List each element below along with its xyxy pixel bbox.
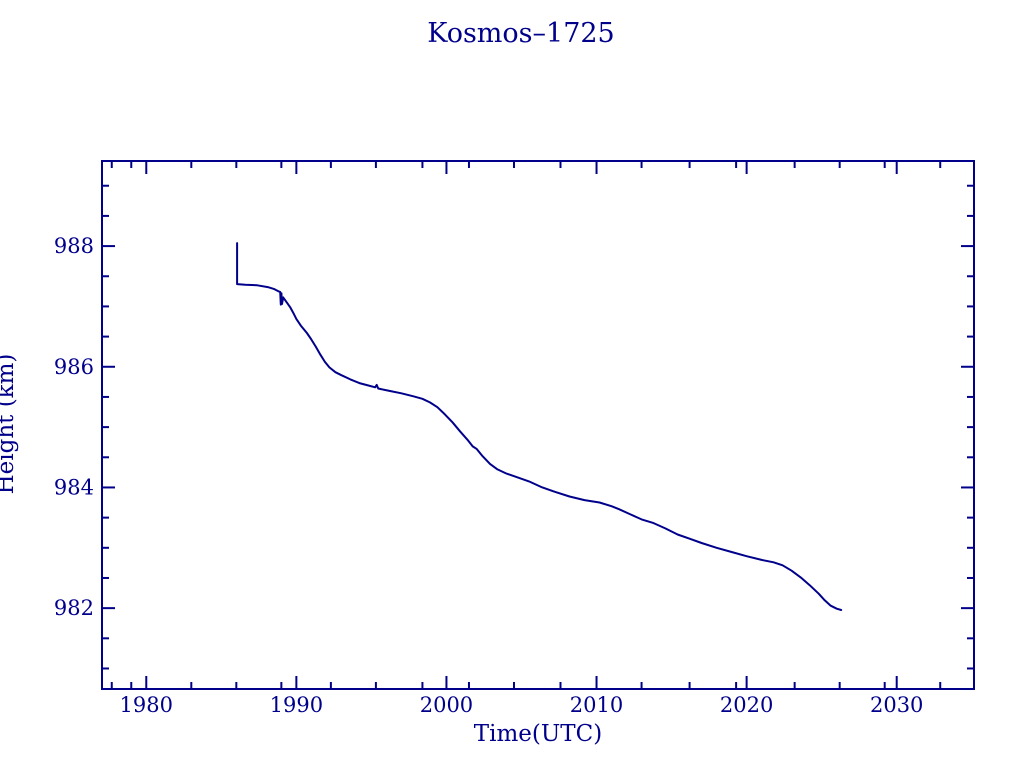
x-tick-label: 2000 xyxy=(420,693,473,717)
axis-tick-labels: 1980 1990 2000 2010 2020 2030 982 984 986 988 xyxy=(54,234,924,717)
series-path xyxy=(236,242,843,611)
y-tick-label: 984 xyxy=(54,475,94,499)
x-tick-label: 2010 xyxy=(570,693,623,717)
y-tick-label: 986 xyxy=(54,355,94,379)
y-tick-label: 982 xyxy=(54,596,94,620)
x-tick-label: 1980 xyxy=(120,693,173,717)
x-tick-label: 1990 xyxy=(270,693,323,717)
x-tick-label: 2020 xyxy=(720,693,773,717)
data-line xyxy=(236,242,843,611)
x-axis-label: Time(UTC) xyxy=(474,721,602,747)
plot-frame xyxy=(101,160,975,690)
y-tick-label: 988 xyxy=(54,234,94,258)
x-tick-label: 2030 xyxy=(870,693,923,717)
y-axis-label: Height (km) xyxy=(0,354,19,495)
chart-title: Kosmos–1725 xyxy=(427,18,614,49)
axis-ticks xyxy=(102,161,974,689)
